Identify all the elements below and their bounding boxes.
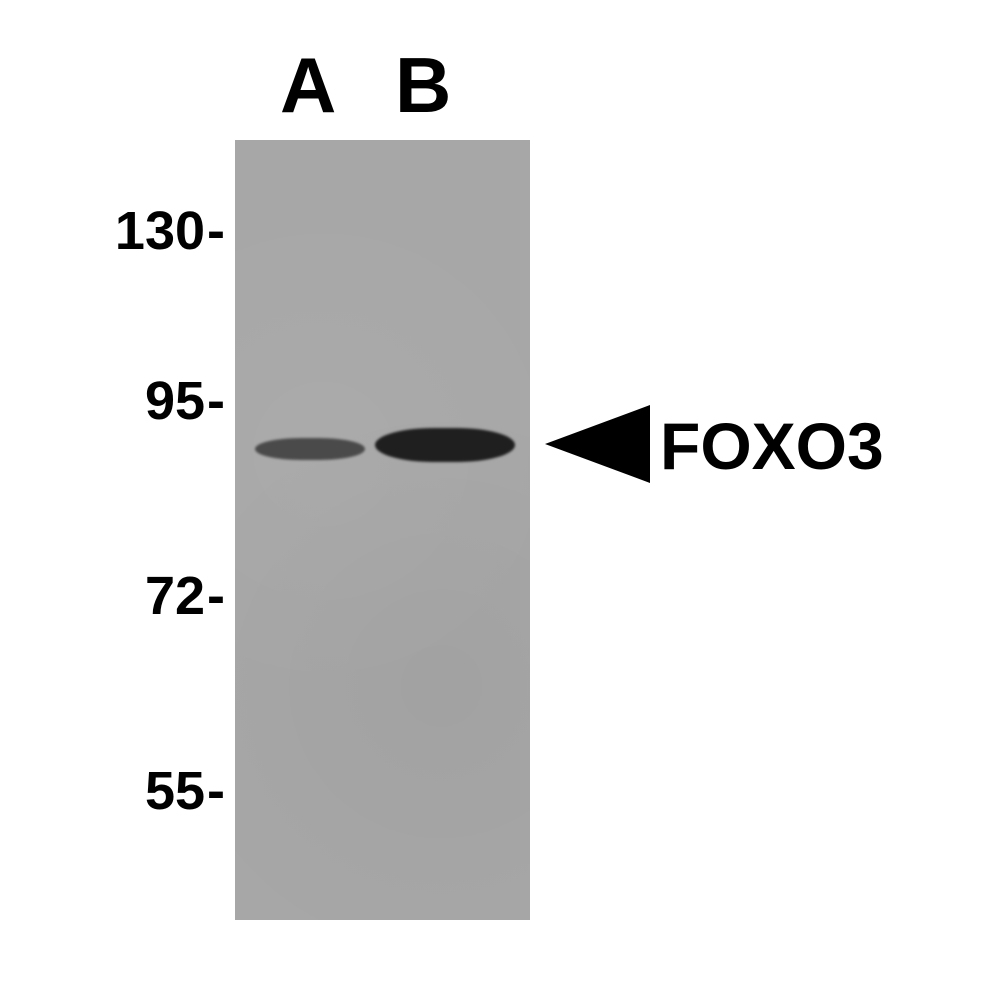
protein-label: FOXO3	[660, 408, 884, 484]
mw-value: 72	[145, 566, 205, 626]
mw-dash: -	[205, 761, 225, 821]
membrane-strip	[235, 140, 530, 920]
lane-label-b: B	[395, 40, 451, 131]
mw-dash: -	[205, 371, 225, 431]
mw-marker-72: 72-	[145, 565, 225, 627]
mw-marker-55: 55-	[145, 760, 225, 822]
mw-value: 130	[115, 201, 205, 261]
mw-marker-95: 95-	[145, 370, 225, 432]
protein-arrow-icon	[545, 405, 650, 483]
mw-dash: -	[205, 566, 225, 626]
blot-canvas: A B 130- 95- 72- 55- FOXO3	[0, 0, 1000, 1000]
band-lane-b	[375, 428, 515, 462]
mw-dash: -	[205, 201, 225, 261]
mw-marker-130: 130-	[115, 200, 225, 262]
mw-value: 55	[145, 761, 205, 821]
lane-label-a: A	[280, 40, 336, 131]
mw-value: 95	[145, 371, 205, 431]
band-lane-a	[255, 438, 365, 460]
